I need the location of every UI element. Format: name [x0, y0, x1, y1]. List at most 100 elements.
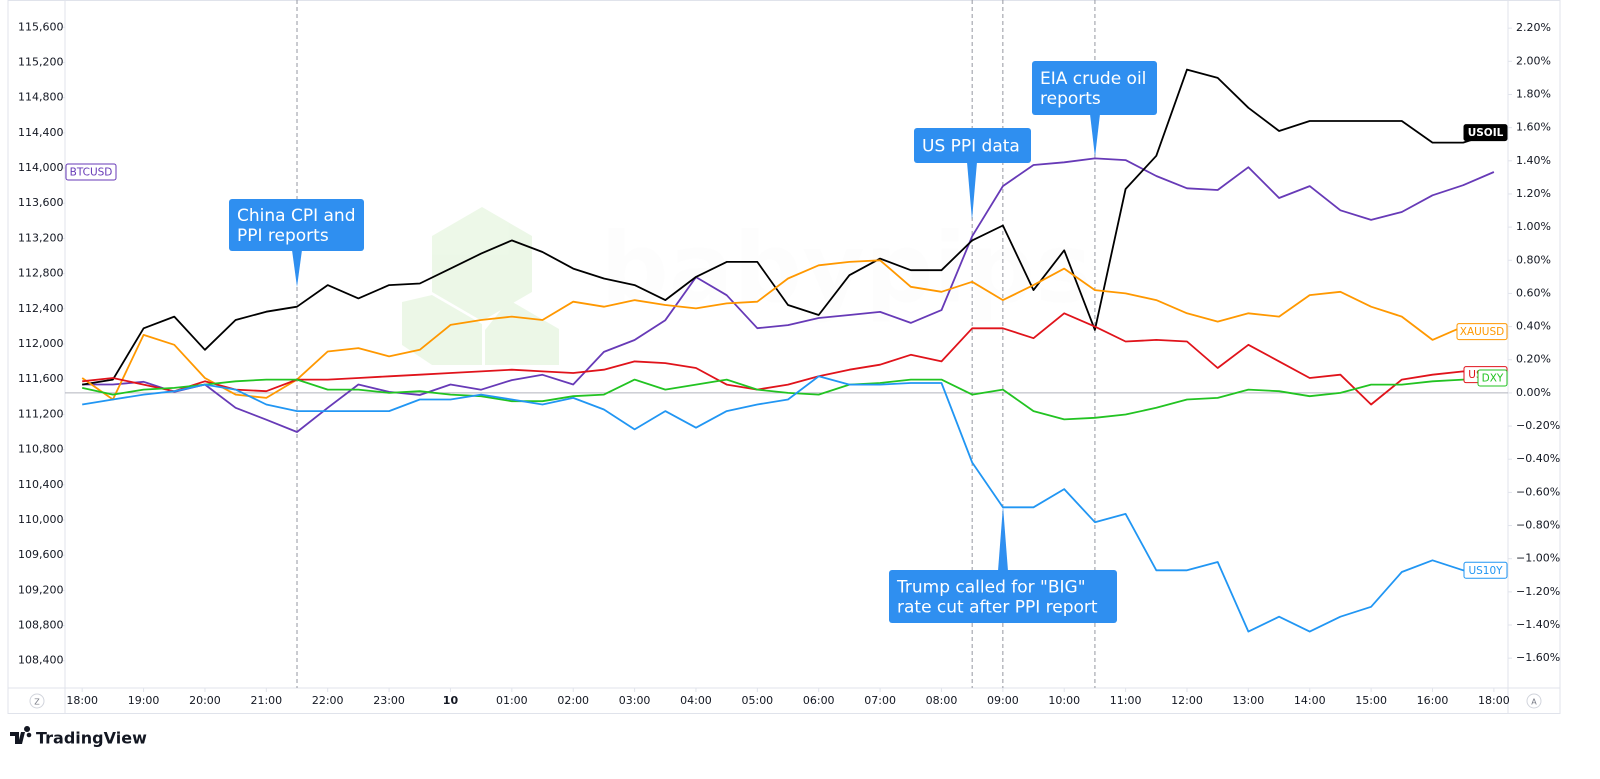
footer-brand: TradingView	[36, 729, 147, 748]
callout-box	[889, 570, 1117, 623]
x-tick-label: 23:00	[373, 694, 405, 707]
x-tick-label: 01:00	[496, 694, 528, 707]
callout-pointer	[1090, 114, 1100, 157]
x-tick-label: 10	[443, 694, 459, 707]
series-line	[82, 312, 1494, 406]
series-line	[82, 68, 1495, 386]
x-tick-label: 19:00	[128, 694, 160, 707]
y2-tick-label: −1.40%	[1516, 618, 1560, 631]
series-tag-label: US10Y	[1468, 565, 1503, 577]
y-tick-label: 113,600	[18, 196, 64, 209]
y2-tick-label: 1.80%	[1516, 87, 1551, 100]
x-tick-label: 02:00	[557, 694, 589, 707]
y2-tick-label: −0.60%	[1516, 485, 1560, 498]
series-tag-label: BTCUSD	[70, 167, 113, 179]
y2-tick-label: 1.20%	[1516, 187, 1551, 200]
series-tag-label: USOIL	[1468, 127, 1504, 139]
y2-tick-label: −0.20%	[1516, 419, 1560, 432]
x-tick-label: 10:00	[1048, 694, 1080, 707]
series-tag	[1477, 369, 1508, 387]
y2-tick-label: 2.00%	[1516, 54, 1551, 67]
y2-tick-label: 0.60%	[1516, 286, 1551, 299]
series-tag	[1463, 561, 1508, 579]
x-tick-label: 20:00	[189, 694, 221, 707]
y2-tick-label: 1.40%	[1516, 154, 1551, 167]
corner-button[interactable]	[29, 693, 45, 709]
x-tick-label: 15:00	[1355, 694, 1387, 707]
y2-tick-label: −0.40%	[1516, 452, 1560, 465]
y-tick-label: 109,200	[18, 583, 64, 596]
footer-logo	[10, 726, 32, 744]
callout-text: China CPI and	[237, 206, 356, 226]
callout-pointer	[967, 162, 977, 220]
y-tick-label: 110,000	[18, 513, 64, 526]
y-tick-label: 113,200	[18, 231, 64, 244]
y2-tick-label: 1.00%	[1516, 220, 1551, 233]
callout-pointer	[292, 250, 302, 287]
y2-tick-label: 2.20%	[1516, 21, 1551, 34]
series-line	[82, 377, 1494, 421]
y-tick-label: 115,200	[18, 55, 64, 68]
x-tick-label: 12:00	[1171, 694, 1203, 707]
y-tick-label: 111,200	[18, 407, 64, 420]
series-tag-label: DXY	[1482, 372, 1504, 384]
y-tick-label: 112,400	[18, 302, 64, 315]
series-tag-label: XAUUSD	[1460, 326, 1505, 338]
x-tick-label: 14:00	[1294, 694, 1326, 707]
series-line	[82, 375, 1494, 633]
y2-tick-label: 0.00%	[1516, 386, 1551, 399]
y-tick-label: 111,600	[18, 372, 64, 385]
y-tick-label: 110,800	[18, 443, 64, 456]
y2-tick-label: −1.60%	[1516, 651, 1560, 664]
series-tag	[1463, 124, 1508, 142]
x-tick-label: 18:00	[66, 694, 98, 707]
x-tick-label: 22:00	[312, 694, 344, 707]
watermark: babypips	[402, 207, 559, 365]
x-tick-label: 08:00	[926, 694, 958, 707]
callout-box	[1032, 61, 1157, 115]
callout-box	[229, 199, 364, 251]
series-tag	[1456, 323, 1508, 341]
corner-label[interactable]: A	[1531, 698, 1537, 707]
x-tick-label: 16:00	[1417, 694, 1449, 707]
y-tick-label: 108,800	[18, 619, 64, 632]
x-tick-label: 13:00	[1233, 694, 1265, 707]
x-tick-label: 21:00	[250, 694, 282, 707]
plot-area	[65, 0, 1508, 688]
y-tick-label: 114,400	[18, 126, 64, 139]
series-line	[81, 259, 1495, 401]
y2-tick-label: −0.80%	[1516, 519, 1560, 532]
y2-tick-label: 0.40%	[1516, 320, 1551, 333]
series-tag	[65, 163, 117, 181]
x-tick-label: 11:00	[1110, 694, 1142, 707]
y-tick-label: 109,600	[18, 548, 64, 561]
y2-tick-label: 1.60%	[1516, 121, 1551, 134]
y-tick-label: 110,400	[18, 478, 64, 491]
x-tick-label: 05:00	[741, 694, 773, 707]
y-tick-label: 114,000	[18, 161, 64, 174]
x-tick-label: 18:00	[1478, 694, 1510, 707]
callout-text: Trump called for "BIG"	[896, 578, 1086, 598]
x-tick-label: 07:00	[864, 694, 896, 707]
y-tick-label: 115,600	[18, 20, 64, 33]
callout-text: EIA crude oil	[1040, 69, 1146, 89]
y-tick-label: 114,800	[18, 91, 64, 104]
y-tick-label: 112,800	[18, 267, 64, 280]
series-line	[82, 157, 1495, 433]
frame	[7, 0, 1561, 714]
corner-button[interactable]	[1526, 693, 1542, 709]
callout-text: PPI reports	[237, 226, 329, 246]
y-tick-label: 108,400	[18, 654, 64, 667]
callout-text: US PPI data	[922, 137, 1020, 157]
y-tick-label: 112,000	[18, 337, 64, 350]
callout-text: reports	[1040, 89, 1101, 109]
callout-pointer	[998, 506, 1008, 571]
x-tick-label: 04:00	[680, 694, 712, 707]
y2-tick-label: −1.00%	[1516, 552, 1560, 565]
x-tick-label: 06:00	[803, 694, 835, 707]
corner-label[interactable]: Z	[34, 698, 40, 707]
callout-text: rate cut after PPI report	[897, 598, 1098, 618]
y2-tick-label: 0.20%	[1516, 353, 1551, 366]
